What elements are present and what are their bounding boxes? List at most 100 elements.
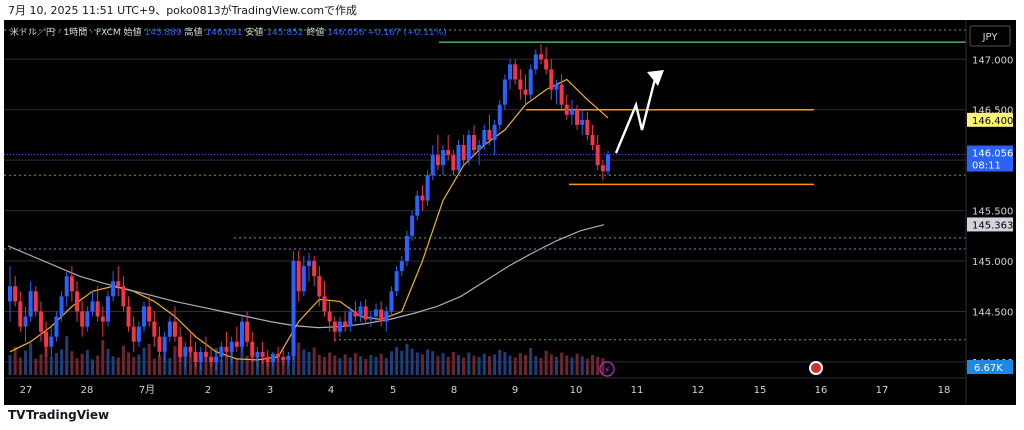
candle-body [142, 306, 147, 327]
price-tick-label: 145.000 [972, 257, 1013, 268]
candle-body [38, 311, 43, 332]
volume-bar [75, 358, 79, 375]
candle-body [559, 84, 564, 105]
volume-bar [420, 354, 424, 375]
bar-countdown-text: 08:11 [972, 161, 1001, 172]
volume-bar [152, 358, 156, 375]
volume-bar [570, 357, 574, 375]
volume-bar [173, 346, 177, 375]
volume-bar [194, 360, 198, 375]
candle-body [337, 321, 342, 332]
volume-bar [431, 351, 435, 375]
volume-bar [266, 360, 270, 375]
time-tick-label: 15 [754, 385, 767, 396]
volume-bar [482, 353, 486, 375]
volume-bar [518, 353, 522, 375]
candle-body [513, 64, 518, 80]
candle-body [332, 321, 337, 332]
time-tick-label: 28 [81, 385, 94, 396]
volume-bar [250, 356, 254, 375]
volume-bar [204, 352, 208, 375]
volume-bar [142, 347, 146, 375]
candle-body [368, 316, 373, 320]
candle-body [389, 291, 394, 312]
time-tick-label: 3 [267, 385, 273, 396]
candle-body [33, 291, 38, 312]
time-tick-label: 12 [692, 385, 705, 396]
volume-bar [560, 352, 564, 375]
candle-body [162, 336, 167, 352]
candle-body [105, 296, 110, 322]
price-chart[interactable]: JPY147.000146.500146.000145.500145.00014… [4, 20, 1016, 405]
candle-body [585, 119, 590, 135]
volume-bar [322, 356, 326, 375]
volume-bar [137, 354, 141, 375]
volume-bar [60, 349, 64, 375]
volume-bar [34, 358, 38, 375]
candle-body [466, 134, 471, 161]
lightning-icon: ⚡ [604, 366, 610, 376]
volume-bar [529, 348, 533, 375]
volume-bar [549, 354, 553, 375]
volume-bar [580, 356, 584, 375]
volume-bar [178, 355, 182, 375]
candle-body [420, 195, 425, 201]
volume-bar [106, 348, 110, 375]
volume-bar [261, 358, 265, 375]
candle-body [255, 351, 260, 357]
candle-body [595, 145, 600, 166]
volume-bar [585, 358, 589, 375]
volume-bar [333, 355, 337, 375]
candle-body [203, 351, 208, 357]
chart-frame[interactable]: JPY147.000146.500146.000145.500145.00014… [4, 20, 1016, 405]
candle-body [379, 309, 384, 322]
level-price-tag [967, 112, 1013, 127]
volume-bar [405, 343, 409, 375]
volume-bar [591, 355, 595, 375]
candle-body [126, 306, 131, 327]
volume-tag [967, 360, 1013, 374]
candle-body [564, 104, 569, 115]
candle-body [13, 286, 18, 302]
time-tick-label: 4 [328, 385, 334, 396]
projection-arrow-line [614, 74, 658, 154]
candle-body [136, 326, 141, 342]
candle-body [569, 109, 574, 115]
candle-body [590, 134, 595, 146]
slow-moving-average-line [7, 224, 605, 329]
candle-body [229, 341, 234, 352]
time-tick-label: 2 [205, 385, 211, 396]
volume-bar [565, 355, 569, 375]
candle-body [415, 195, 420, 216]
time-tick-label: 7月 [139, 384, 155, 396]
legend-low-value: 145.852 [263, 28, 303, 38]
candle-body [317, 276, 322, 297]
volume-bar [116, 357, 120, 375]
legend-open-label: 始値 [121, 26, 142, 38]
price-tick-label: 145.500 [972, 207, 1013, 218]
candle-body [193, 351, 198, 362]
tradingview-logo[interactable]: TVTradingView [8, 408, 109, 422]
volume-bar [188, 351, 192, 375]
volume-bar [446, 356, 450, 375]
candle-body [399, 261, 404, 272]
candle-body [111, 281, 116, 297]
candle-body [116, 281, 121, 287]
volume-tag-text: 6.67K [974, 363, 1003, 374]
volume-bar [467, 352, 471, 375]
volume-bar [65, 336, 69, 375]
candle-body [533, 54, 538, 70]
volume-bar [395, 346, 399, 375]
volume-bar [39, 354, 43, 375]
candle-body [518, 79, 523, 90]
candle-body [23, 316, 28, 327]
fast-moving-average-line [9, 78, 609, 361]
candle-body [8, 286, 12, 302]
candle-body [327, 311, 332, 322]
candle-body [374, 309, 379, 317]
volume-bar [539, 358, 543, 375]
candle-body [250, 341, 255, 357]
volume-bar [163, 350, 167, 375]
candle-body [538, 54, 543, 60]
volume-bar [338, 358, 342, 375]
